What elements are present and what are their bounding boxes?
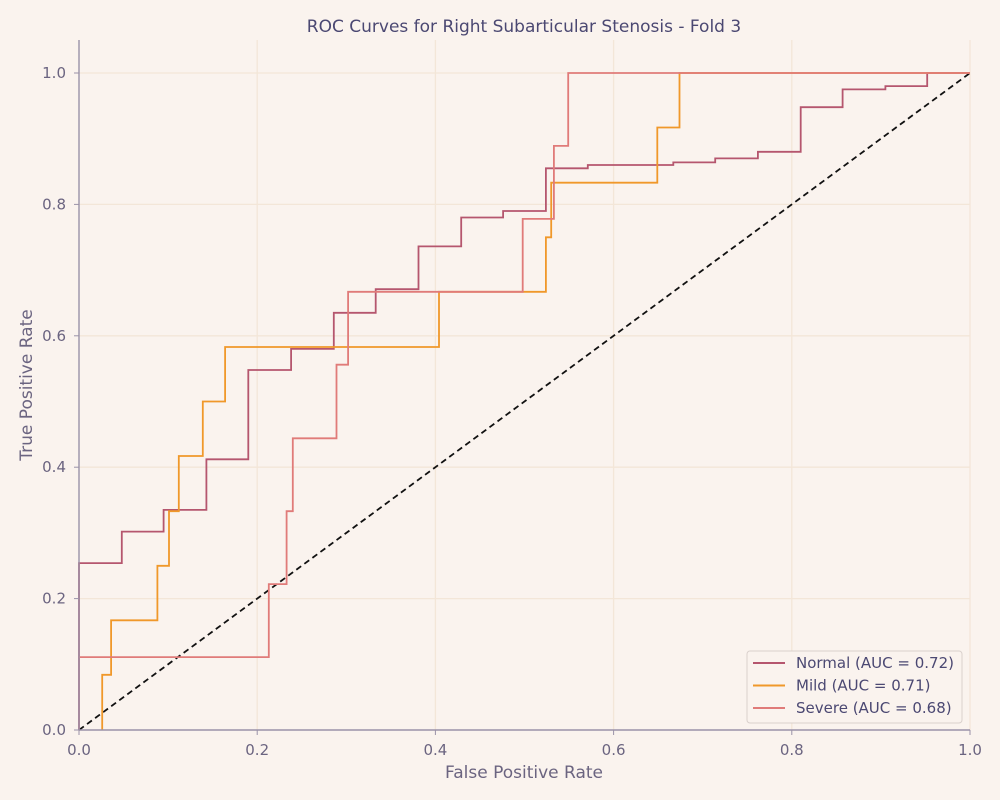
y-tick-label: 0.4 [42,458,66,476]
y-tick-label: 0.8 [42,195,66,213]
roc-curve-severe [79,72,970,658]
y-axis-label: True Positive Rate [17,309,37,461]
y-tick-label: 0.6 [42,327,66,345]
y-tick-label: 0.0 [42,721,66,739]
roc-curve-normal [78,72,970,730]
x-tick-label: 0.6 [602,741,626,759]
reference-diagonal [78,72,971,731]
roc-curve-mild [101,72,970,730]
legend-label: Normal (AUC = 0.72) [796,654,954,672]
legend-label: Severe (AUC = 0.68) [796,699,952,717]
y-tick-label: 1.0 [42,64,66,82]
x-tick-label: 0.0 [67,741,91,759]
x-tick-label: 0.2 [245,741,269,759]
legend-label: Mild (AUC = 0.71) [796,677,931,695]
chance-line [78,72,971,731]
chart-title: ROC Curves for Right Subarticular Stenos… [307,17,741,37]
x-axis-label: False Positive Rate [445,763,603,783]
tick-labels: 0.0 0.2 0.4 0.6 0.8 1.0 0.0 0.2 0.4 0.6 0.8 1.0 [42,64,982,759]
x-tick-label: 0.4 [423,741,447,759]
y-tick-label: 0.2 [42,590,66,608]
roc-series [78,72,970,730]
x-tick-label: 0.8 [780,741,804,759]
axes [74,40,971,735]
x-tick-label: 1.0 [958,741,982,759]
legend: Normal (AUC = 0.72) Mild (AUC = 0.71) Seve… [746,650,963,724]
legend-box [746,650,963,724]
